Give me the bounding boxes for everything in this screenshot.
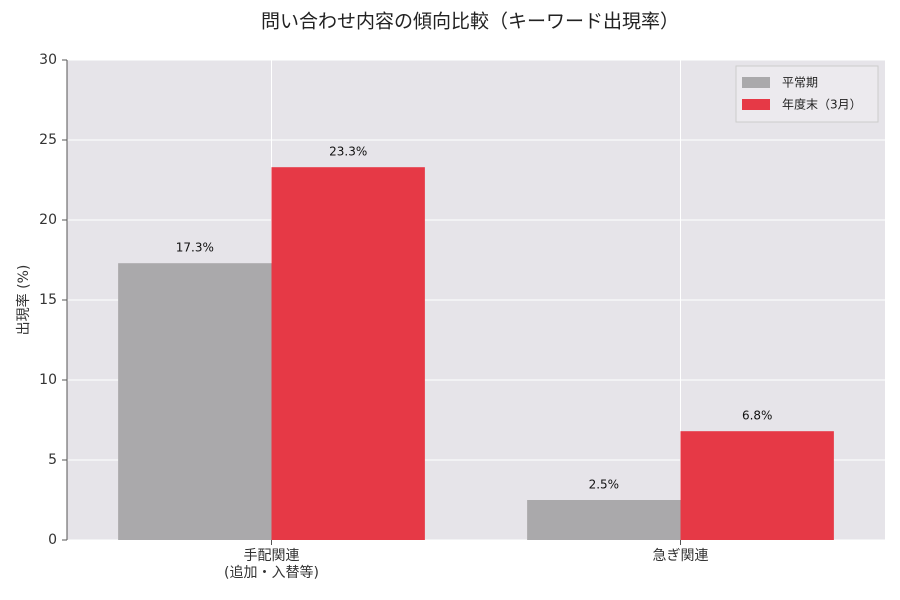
value-label: 2.5% [589, 478, 620, 492]
y-tick-label: 0 [48, 532, 57, 548]
y-tick-label: 30 [39, 52, 57, 68]
y-tick-label: 25 [39, 132, 57, 148]
bar [118, 263, 272, 540]
y-tick-label: 20 [39, 212, 57, 228]
legend-label: 平常期 [782, 76, 818, 90]
value-label: 17.3% [176, 241, 214, 255]
x-tick-label: 手配関連 (追加・入替等) [224, 548, 319, 581]
bar [680, 431, 834, 540]
chart-title: 問い合わせ内容の傾向比較（キーワード出現率） [261, 11, 679, 33]
legend-box [735, 65, 879, 123]
y-tick-label: 5 [48, 452, 57, 468]
y-tick-label: 10 [39, 372, 57, 388]
y-axis-label: 出現率 (%) [15, 265, 32, 336]
legend-label: 年度末（3月） [782, 97, 862, 112]
value-label: 23.3% [329, 145, 367, 159]
legend-swatch [742, 77, 770, 88]
bar [527, 500, 681, 540]
legend-swatch [742, 99, 770, 110]
value-label: 6.8% [742, 409, 773, 423]
bar [271, 167, 425, 540]
x-tick-label: 急ぎ関連 [652, 548, 709, 564]
y-tick-label: 15 [39, 292, 57, 308]
